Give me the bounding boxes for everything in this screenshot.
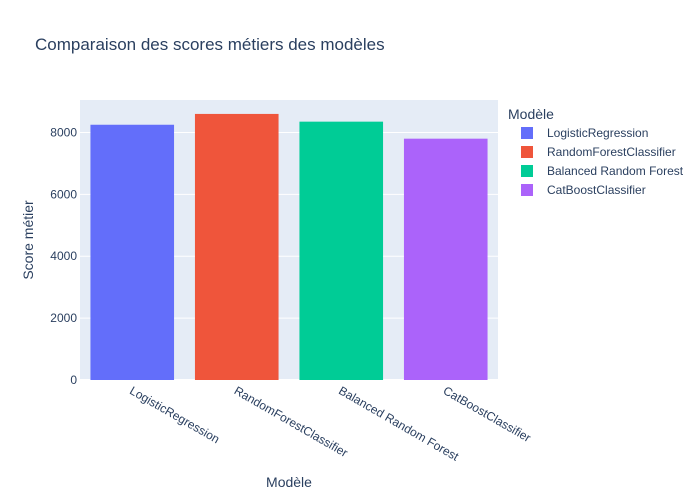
legend-item[interactable]: CatBoostClassifier (521, 183, 646, 197)
legend-title: Modèle (508, 106, 554, 122)
y-tick-label: 2000 (50, 311, 77, 325)
legend-swatch (521, 127, 533, 139)
legend[interactable]: Modèle LogisticRegression RandomForestCla… (508, 106, 684, 197)
y-tick-label: 6000 (50, 187, 77, 201)
legend-label: RandomForestClassifier (547, 145, 676, 159)
x-axis-title: Modèle (266, 474, 312, 490)
bar-logisticregression[interactable] (90, 124, 175, 381)
legend-item[interactable]: LogisticRegression (521, 126, 648, 140)
x-tick-label: CatBoostClassifier (441, 383, 533, 444)
bars (90, 113, 488, 381)
y-tick-label: 8000 (50, 125, 77, 139)
legend-item[interactable]: Balanced Random Forest (521, 164, 684, 178)
legend-label: CatBoostClassifier (547, 183, 646, 197)
chart-title: Comparaison des scores métiers des modèl… (35, 35, 385, 54)
legend-swatch (521, 165, 533, 177)
x-tick-label: RandomForestClassifier (232, 383, 350, 459)
legend-swatch (521, 146, 533, 158)
bar-balanced-random-forest[interactable] (299, 121, 384, 380)
y-tick-label: 4000 (50, 249, 77, 263)
y-tick-label: 0 (70, 373, 77, 387)
legend-item[interactable]: RandomForestClassifier (521, 145, 676, 159)
legend-label: Balanced Random Forest (547, 164, 684, 178)
x-axis-ticks: LogisticRegression RandomForestClassifier… (127, 383, 533, 463)
bar-randomforestclassifier[interactable] (194, 113, 279, 380)
bar-catboostclassifier[interactable] (403, 138, 488, 380)
x-tick-label: LogisticRegression (127, 383, 222, 446)
y-axis-ticks: 0 2000 4000 6000 8000 (50, 125, 77, 387)
y-axis-title: Score métier (20, 200, 36, 280)
legend-swatch (521, 184, 533, 196)
legend-label: LogisticRegression (547, 126, 648, 140)
